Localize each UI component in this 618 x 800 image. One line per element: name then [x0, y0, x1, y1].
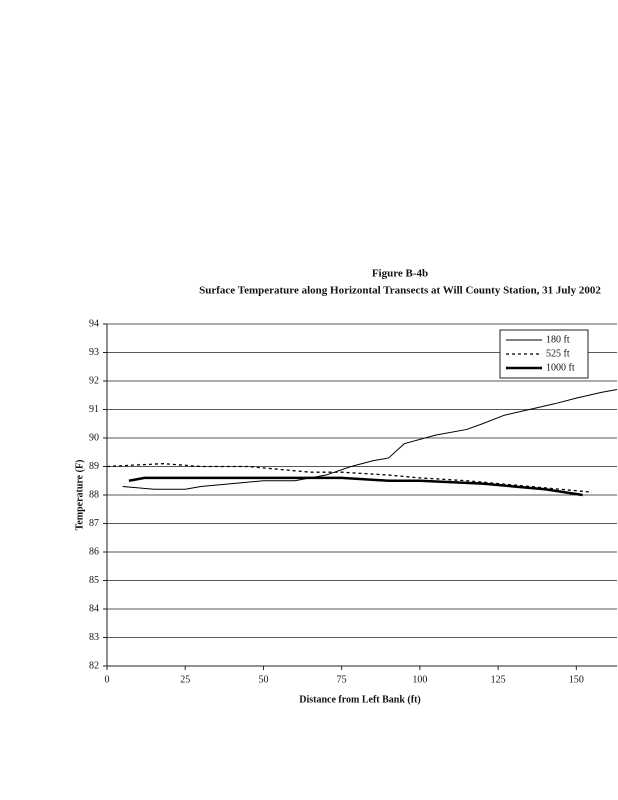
legend-label: 1000 ft — [546, 362, 575, 373]
chart-subtitle: Surface Temperature along Horizontal Tra… — [199, 285, 601, 297]
y-tick-label: 85 — [89, 575, 99, 586]
x-tick-label: 25 — [180, 674, 190, 685]
y-tick-label: 93 — [89, 347, 99, 358]
series-line — [128, 476, 583, 497]
x-axis-label: Distance from Left Bank (ft) — [299, 694, 420, 705]
x-tick-label: 50 — [258, 674, 268, 685]
y-tick-label: 87 — [89, 518, 99, 529]
series-line — [106, 462, 593, 493]
chart-title: Figure B-4b — [372, 268, 428, 280]
y-tick-label: 88 — [89, 489, 99, 500]
y-tick-label: 90 — [89, 432, 99, 443]
y-tick-label: 86 — [89, 546, 99, 557]
y-tick-label: 84 — [89, 603, 99, 614]
x-tick-label: 150 — [569, 674, 584, 685]
y-tick-label: 94 — [89, 318, 99, 329]
series-line — [122, 389, 618, 490]
y-tick-label: 82 — [89, 660, 99, 671]
y-tick-label: 83 — [89, 632, 99, 643]
legend-label: 525 ft — [546, 348, 570, 359]
y-tick-label: 89 — [89, 461, 99, 472]
y-tick-label: 91 — [89, 404, 99, 415]
y-tick-label: 92 — [89, 375, 99, 386]
x-tick-label: 0 — [105, 674, 110, 685]
y-axis-label: Temperature (F) — [74, 460, 85, 531]
legend-label: 180 ft — [546, 334, 570, 345]
x-tick-label: 100 — [412, 674, 427, 685]
x-tick-label: 75 — [337, 674, 347, 685]
x-tick-label: 125 — [491, 674, 506, 685]
